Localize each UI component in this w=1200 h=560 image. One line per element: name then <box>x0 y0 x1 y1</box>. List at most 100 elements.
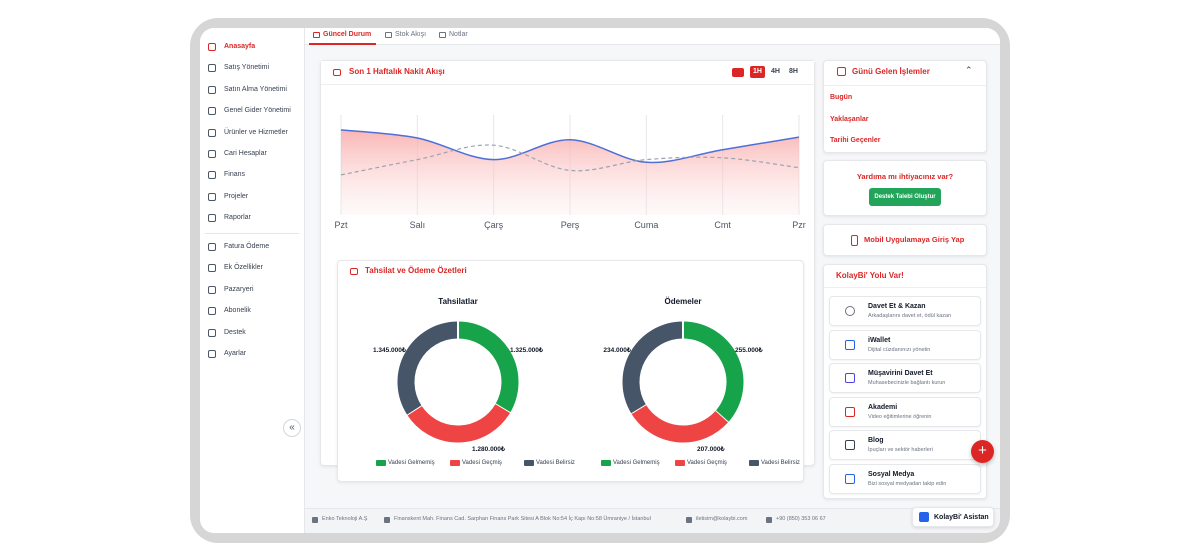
promo-icon <box>845 339 855 350</box>
nav-item[interactable]: Satış Yönetimi <box>224 64 270 72</box>
chevron[interactable]: ⌃ <box>965 65 973 75</box>
value-label: 255.000₺ <box>735 347 763 354</box>
nav-item[interactable]: Finans <box>224 171 246 179</box>
footer-text: Enko Teknoloji A.Ş <box>322 516 368 522</box>
chart-title: Ödemeler <box>664 297 702 306</box>
tab[interactable]: Notlar <box>449 31 468 38</box>
nav-item[interactable]: Fatura Ödeme <box>224 243 270 250</box>
legend-swatch <box>376 460 386 466</box>
promo-item-title: Blog <box>868 437 884 444</box>
x-tick-label: Salı <box>409 220 426 230</box>
help-title: Yardıma mı ihtiyacınız var? <box>856 172 954 181</box>
footer-icon <box>766 517 772 523</box>
nav-icon <box>208 85 216 94</box>
donut-gap <box>630 403 647 415</box>
nav-item[interactable]: Cari Hesaplar <box>224 150 267 157</box>
promo-item-subtitle: Muhasebecinizle bağlantı kurun <box>868 380 946 386</box>
range-button[interactable]: 8H <box>789 68 798 75</box>
line <box>340 129 800 164</box>
promo-icon <box>845 406 855 417</box>
nav-item[interactable]: Genel Gider Yönetimi <box>224 107 291 115</box>
value-label: 234.000₺ <box>603 347 631 354</box>
footer-bar <box>305 508 1000 533</box>
chart-title: Tahsilatlar <box>438 297 478 306</box>
line <box>340 144 800 176</box>
youtube-icon[interactable] <box>732 68 744 77</box>
nav-item[interactable]: Destek <box>224 328 246 336</box>
fab[interactable]: + <box>971 440 994 463</box>
nav-item[interactable]: Ayarlar <box>224 350 247 357</box>
nav-item[interactable]: Pazaryeri <box>224 285 254 293</box>
tab[interactable]: Stok Akışı <box>395 31 427 38</box>
promo-item-subtitle: İpuçları ve sektör haberleri <box>868 447 933 453</box>
promo-item[interactable] <box>829 363 981 393</box>
tab-icon <box>313 32 320 38</box>
tab-underline <box>309 43 376 45</box>
nav-icon <box>208 243 216 251</box>
assistant-button[interactable] <box>912 507 994 527</box>
range-button[interactable]: 4H <box>771 68 780 75</box>
help-button[interactable]: Destek Talebi Oluştur <box>869 188 941 206</box>
mobile-link[interactable]: Mobil Uygulamaya Giriş Yap <box>864 235 965 244</box>
nav-item[interactable]: Ürünler ve Hizmetler <box>224 128 288 136</box>
nav-icon <box>208 285 216 294</box>
nav-item[interactable]: Raporlar <box>224 214 251 222</box>
nav-icon <box>208 264 216 273</box>
donut-segment <box>407 403 510 443</box>
cash-flow-header <box>321 61 814 85</box>
nav-item[interactable]: Abonelik <box>224 307 251 315</box>
nav-icon <box>208 214 216 223</box>
legend-label: Vadesi Belirsiz <box>761 460 800 466</box>
promo-item-subtitle: Bizi sosyal medyadan takip edin <box>868 480 947 487</box>
donut-segment <box>397 321 459 415</box>
due-link[interactable]: Yaklaşanlar <box>830 115 869 123</box>
legend-swatch <box>749 460 759 466</box>
x-tick-label: Cuma <box>634 220 659 230</box>
legend-label: Vadesi Gelmemiş <box>388 460 435 466</box>
x-tick-label: Cmt <box>714 220 731 230</box>
divider <box>824 85 986 86</box>
legend-label: Vadesi Geçmiş <box>687 460 727 466</box>
value-label: 207.000₺ <box>697 446 725 453</box>
due-card <box>823 60 987 153</box>
card-title: Tahsilat ve Ödeme Özetleri <box>365 266 467 275</box>
tab[interactable]: Güncel Durum <box>323 31 372 38</box>
range-button[interactable]: 1H <box>750 66 765 78</box>
x-tick-label: Perş <box>560 220 580 230</box>
tab-bar <box>305 28 1000 45</box>
tab-icon <box>385 32 392 38</box>
x-tick-label: Pzt <box>334 220 348 230</box>
promo-icon <box>845 473 855 484</box>
promo-item-title: Akademi <box>868 403 898 411</box>
legend-label: Vadesi Gelmemiş <box>613 460 660 466</box>
value-label: 1.345.000₺ <box>372 347 406 354</box>
footer-icon <box>384 517 390 523</box>
nav-icon <box>208 150 216 158</box>
promo-icon <box>845 440 855 450</box>
promo-item[interactable] <box>829 463 981 494</box>
due-link[interactable]: Bugün <box>830 94 853 101</box>
assistant-icon <box>919 512 929 522</box>
promo-item-title: Davet Et & Kazan <box>868 303 926 310</box>
nav-item[interactable]: Projeler <box>224 192 249 200</box>
x-tick-label: Pzr <box>792 220 806 230</box>
legend-label: Vadesi Belirsiz <box>536 460 575 466</box>
promo-item-title: Sosyal Medya <box>868 470 915 478</box>
promo-icon <box>845 373 855 383</box>
nav-item[interactable]: Anasayfa <box>224 43 256 50</box>
due-link[interactable]: Tarihi Geçenler <box>830 137 881 144</box>
promo-item-subtitle: Dijital cüzdanınızı yönetin <box>868 346 931 353</box>
nav-item[interactable]: Ek Özellikler <box>224 264 263 272</box>
nav-icon <box>208 328 216 337</box>
promo-icon <box>845 306 855 316</box>
collapse-button[interactable]: « <box>283 419 301 437</box>
nav-icon <box>208 107 216 116</box>
area <box>341 129 799 215</box>
promo-item-subtitle: Arkadaşlarını davet et, ödül kazan <box>868 313 952 319</box>
tab-icon <box>439 32 446 38</box>
nav-item[interactable]: Satın Alma Yönetimi <box>224 85 287 93</box>
phone-icon <box>851 235 858 246</box>
nav-icon <box>208 350 216 358</box>
